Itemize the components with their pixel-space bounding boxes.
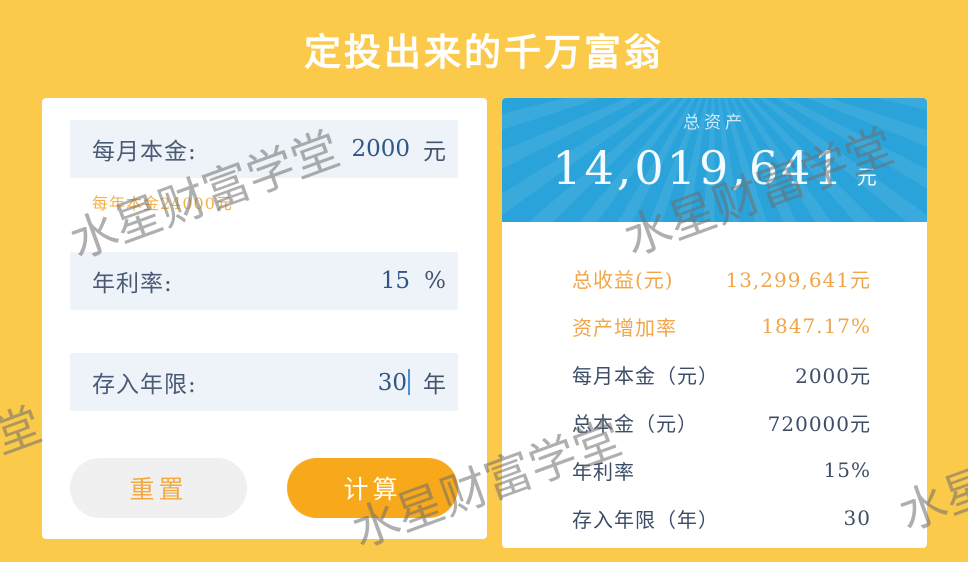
- asset-growth-rate-label: 资产增加率: [572, 315, 677, 340]
- text-caret: [408, 368, 410, 395]
- total-assets-amount: 14,019,641 元: [502, 141, 927, 195]
- total-assets-label: 总资产: [683, 113, 746, 133]
- deposit-years-field[interactable]: 存入年限: 30 年: [70, 353, 458, 411]
- deposit-years-row-value: 30: [843, 506, 871, 530]
- annual-rate-row-value: 15%: [823, 458, 871, 482]
- deposit-years-input[interactable]: 30: [197, 368, 410, 396]
- reset-button[interactable]: 重置: [70, 458, 247, 518]
- monthly-principal-row-value: 2000元: [795, 363, 871, 388]
- deposit-years-row-label: 存入年限（年）: [572, 507, 719, 532]
- asset-growth-rate-row: 资产增加率 1847.17%: [572, 302, 871, 350]
- result-card: 总资产 14,019,641 元 总收益(元) 13,299,641元 资产增加…: [502, 98, 927, 548]
- total-profit-label: 总收益(元): [572, 267, 674, 292]
- deposit-years-row: 存入年限（年） 30: [572, 494, 871, 542]
- calculate-button[interactable]: 计算: [287, 458, 458, 518]
- total-principal-row: 总本金（元） 720000元: [572, 398, 871, 446]
- annual-rate-row-label: 年利率: [572, 459, 635, 484]
- monthly-principal-field[interactable]: 每月本金: 2000 元: [70, 120, 458, 178]
- annual-rate-input[interactable]: 15: [380, 268, 410, 294]
- monthly-principal-row: 每月本金（元） 2000元: [572, 350, 871, 398]
- annual-rate-unit: %: [424, 268, 446, 294]
- annual-rate-row: 年利率 15%: [572, 446, 871, 494]
- total-profit-value: 13,299,641元: [725, 267, 871, 292]
- annual-principal-hint: 每年本金24000元: [92, 194, 233, 213]
- annual-rate-label: 年利率:: [92, 271, 173, 297]
- monthly-principal-input[interactable]: 2000: [351, 136, 410, 162]
- monthly-principal-unit: 元: [423, 139, 446, 165]
- total-profit-row: 总收益(元) 13,299,641元: [572, 254, 871, 302]
- watermark-partial: 堂: [0, 397, 49, 466]
- total-principal-value: 720000元: [767, 411, 871, 436]
- deposit-years-label: 存入年限:: [92, 372, 197, 398]
- calculator-card: 每月本金: 2000 元 每年本金24000元 年利率: 15 % 存入年限: …: [42, 98, 487, 539]
- annual-rate-field[interactable]: 年利率: 15 %: [70, 252, 458, 310]
- total-principal-label: 总本金（元）: [572, 411, 698, 436]
- total-assets-value: 14,019,641: [552, 141, 846, 195]
- asset-growth-rate-value: 1847.17%: [761, 314, 871, 338]
- total-assets-header: 总资产 14,019,641 元: [502, 98, 927, 222]
- deposit-years-unit: 年: [423, 372, 446, 398]
- result-rows: 总收益(元) 13,299,641元 资产增加率 1847.17% 每月本金（元…: [572, 254, 871, 542]
- page-title: 定投出来的千万富翁: [304, 31, 664, 74]
- monthly-principal-row-label: 每月本金（元）: [572, 363, 719, 388]
- total-assets-unit: 元: [856, 165, 877, 189]
- monthly-principal-label: 每月本金:: [92, 139, 197, 165]
